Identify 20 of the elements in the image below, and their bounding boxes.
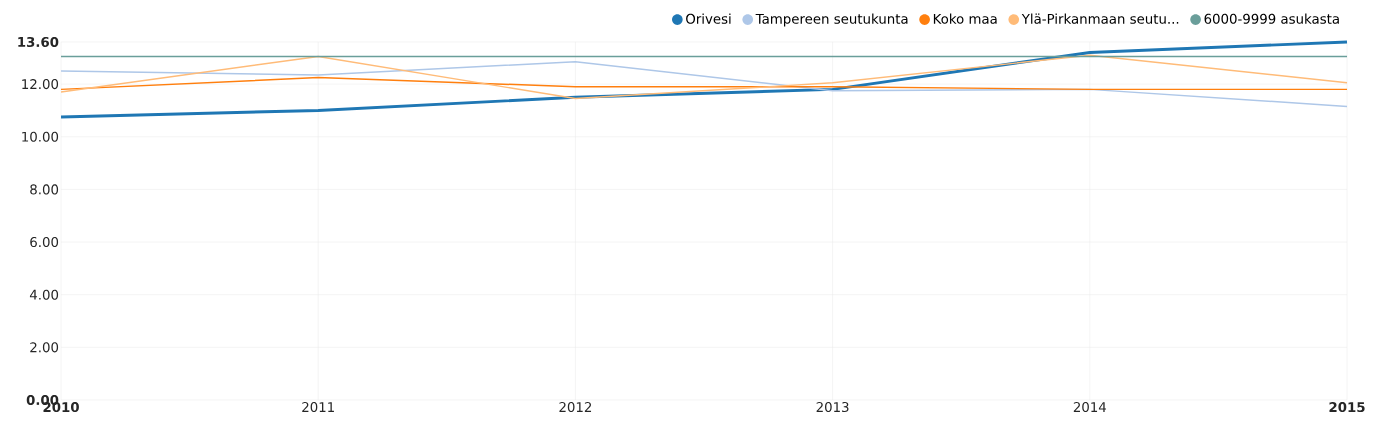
legend-label: Koko maa: [933, 13, 997, 24]
legend-label: Orivesi: [686, 13, 731, 24]
x-tick-label: 2012: [559, 402, 592, 413]
y-tick-label: 4.00: [29, 289, 59, 300]
y-tick-label: 12.00: [22, 79, 59, 90]
y-tick-label: 10.00: [22, 131, 59, 142]
legend-label: Ylä-Pirkanmaan seutu...: [1021, 13, 1179, 24]
line-series: [60, 54, 1348, 100]
x-tick-label: 2014: [1073, 402, 1107, 413]
y-tick-label: 8.00: [30, 184, 59, 195]
line-series: [59, 40, 1349, 119]
legend-label: 6000-9999 asukasta: [1204, 13, 1339, 24]
y-tick-label: 13.60: [18, 36, 59, 48]
x-tick-label: 2011: [302, 402, 334, 413]
x-tick-label: 2015: [1329, 402, 1365, 413]
y-tick-label: 6.00: [30, 236, 59, 248]
x-tick-label: 2013: [816, 402, 849, 413]
legend-label: Tampereen seutukunta: [755, 13, 908, 27]
line-series: [60, 60, 1348, 108]
y-tick-label: 2.00: [30, 342, 59, 353]
